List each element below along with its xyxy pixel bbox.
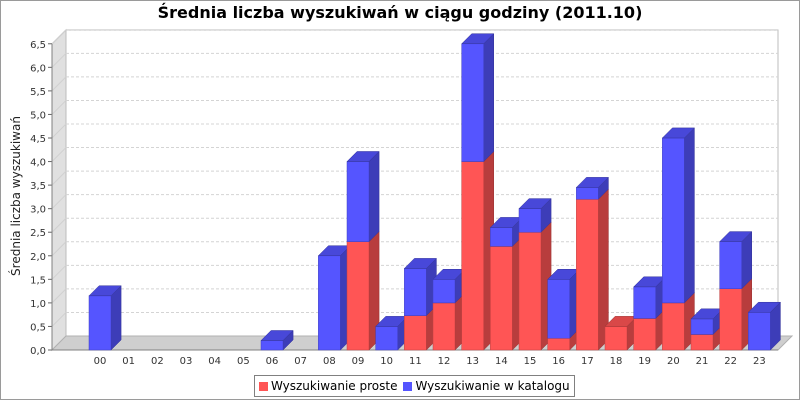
x-tick-label-00: 00 (94, 356, 107, 367)
y-tick-label-8: 4,0 (30, 158, 46, 169)
x-tick-label-20: 20 (667, 356, 680, 367)
bar-15-series-0 (518, 221, 552, 351)
gridline-side-13 (51, 29, 67, 45)
y-tick-label-2: 1,0 (30, 299, 46, 310)
bar-14-series-0 (489, 235, 524, 351)
bar-19-series-1 (633, 276, 667, 320)
legend-item-series-1: Wyszukiwanie w katalogu (403, 379, 570, 393)
bar-18-series-0 (604, 315, 638, 351)
legend-swatch-series-1 (403, 381, 413, 391)
y-tick-label-5: 2,5 (30, 228, 46, 239)
bar-12-series-1 (432, 268, 466, 304)
legend-swatch-series-0 (259, 381, 268, 391)
bar-15-series-1 (518, 197, 552, 233)
gridline-side-8 (51, 147, 67, 162)
x-tick-label-02: 02 (151, 356, 164, 367)
bar-17-series-1 (575, 176, 610, 200)
x-tick-label-15: 15 (524, 356, 537, 367)
y-tick-label-10: 5,0 (30, 110, 46, 121)
x-tick-label-19: 19 (638, 356, 651, 367)
gridline-side-4 (51, 241, 67, 257)
bar-00-series-1 (88, 285, 122, 351)
x-tick-label-14: 14 (495, 356, 508, 367)
gridline-side-3 (51, 264, 67, 280)
gridline-side-1 (51, 312, 67, 327)
y-tick-label-1: 0,5 (30, 322, 46, 333)
y-tick-label-6: 3,0 (30, 205, 46, 216)
legend-label-series-0: Wyszukiwanie proste (271, 379, 398, 393)
bar-20-series-1 (661, 127, 696, 304)
x-tick-label-09: 09 (352, 356, 365, 367)
y-tick-label-4: 2,0 (30, 252, 46, 263)
bar-08-series-1 (317, 245, 352, 351)
x-tick-label-05: 05 (237, 356, 250, 367)
x-tick-label-01: 01 (122, 356, 135, 367)
bar-09-series-0 (346, 230, 380, 351)
y-tick-label-11: 5,5 (30, 87, 46, 98)
gridline-side-11 (51, 76, 67, 92)
x-tick-label-17: 17 (581, 356, 594, 367)
plot-left-wall (51, 28, 67, 352)
y-tick-label-12: 6,0 (30, 63, 46, 74)
bar-11-series-1 (403, 257, 438, 317)
x-tick-label-11: 11 (409, 356, 422, 367)
y-tick-label-9: 4,5 (30, 134, 46, 145)
y-tick-label-3: 1,5 (30, 275, 46, 286)
bar-09-series-1 (346, 150, 380, 243)
x-tick-label-16: 16 (552, 356, 565, 367)
chart-legend: Wyszukiwanie proste Wyszukiwanie w katal… (254, 375, 575, 397)
x-tick-label-03: 03 (180, 356, 193, 367)
legend-label-series-1: Wyszukiwanie w katalogu (415, 379, 570, 393)
y-axis-label: Średnia liczba wyszukiwań (8, 116, 23, 276)
bar-22-series-0 (719, 278, 753, 351)
gridline-side-7 (51, 170, 67, 186)
gridline-side-9 (51, 123, 67, 139)
gridline-side-2 (51, 288, 67, 304)
gridline-side-5 (51, 217, 67, 233)
bar-06-series-1 (260, 329, 294, 351)
bar-13-series-0 (461, 150, 495, 351)
bar-13-series-1 (461, 33, 495, 163)
bar-23-series-1 (747, 301, 782, 351)
bar-10-series-1 (375, 315, 409, 351)
x-tick-label-18: 18 (610, 356, 623, 367)
y-tick-label-0: 0,0 (30, 346, 46, 357)
gridline-side-12 (51, 52, 67, 68)
x-tick-label-10: 10 (380, 356, 393, 367)
x-tick-label-13: 13 (466, 356, 479, 367)
x-tick-label-21: 21 (696, 356, 709, 367)
y-tick-label-13: 6,5 (30, 40, 46, 51)
x-tick-label-23: 23 (753, 356, 766, 367)
gridline-side-6 (51, 194, 67, 210)
x-tick-label-04: 04 (208, 356, 221, 367)
bar-16-series-1 (547, 268, 581, 339)
y-tick-label-7: 3,5 (30, 181, 46, 192)
x-tick-label-08: 08 (323, 356, 336, 367)
bar-17-series-0 (575, 188, 610, 351)
gridline-side-10 (51, 100, 67, 115)
x-tick-label-07: 07 (294, 356, 307, 367)
x-tick-label-06: 06 (266, 356, 279, 367)
bar-21-series-1 (690, 308, 724, 336)
x-tick-label-12: 12 (438, 356, 451, 367)
bar-22-series-1 (719, 230, 753, 290)
x-tick-label-22: 22 (724, 356, 737, 367)
chart-title: Średnia liczba wyszukiwań w ciągu godzin… (157, 3, 643, 22)
legend-item-series-0: Wyszukiwanie proste (259, 379, 397, 393)
